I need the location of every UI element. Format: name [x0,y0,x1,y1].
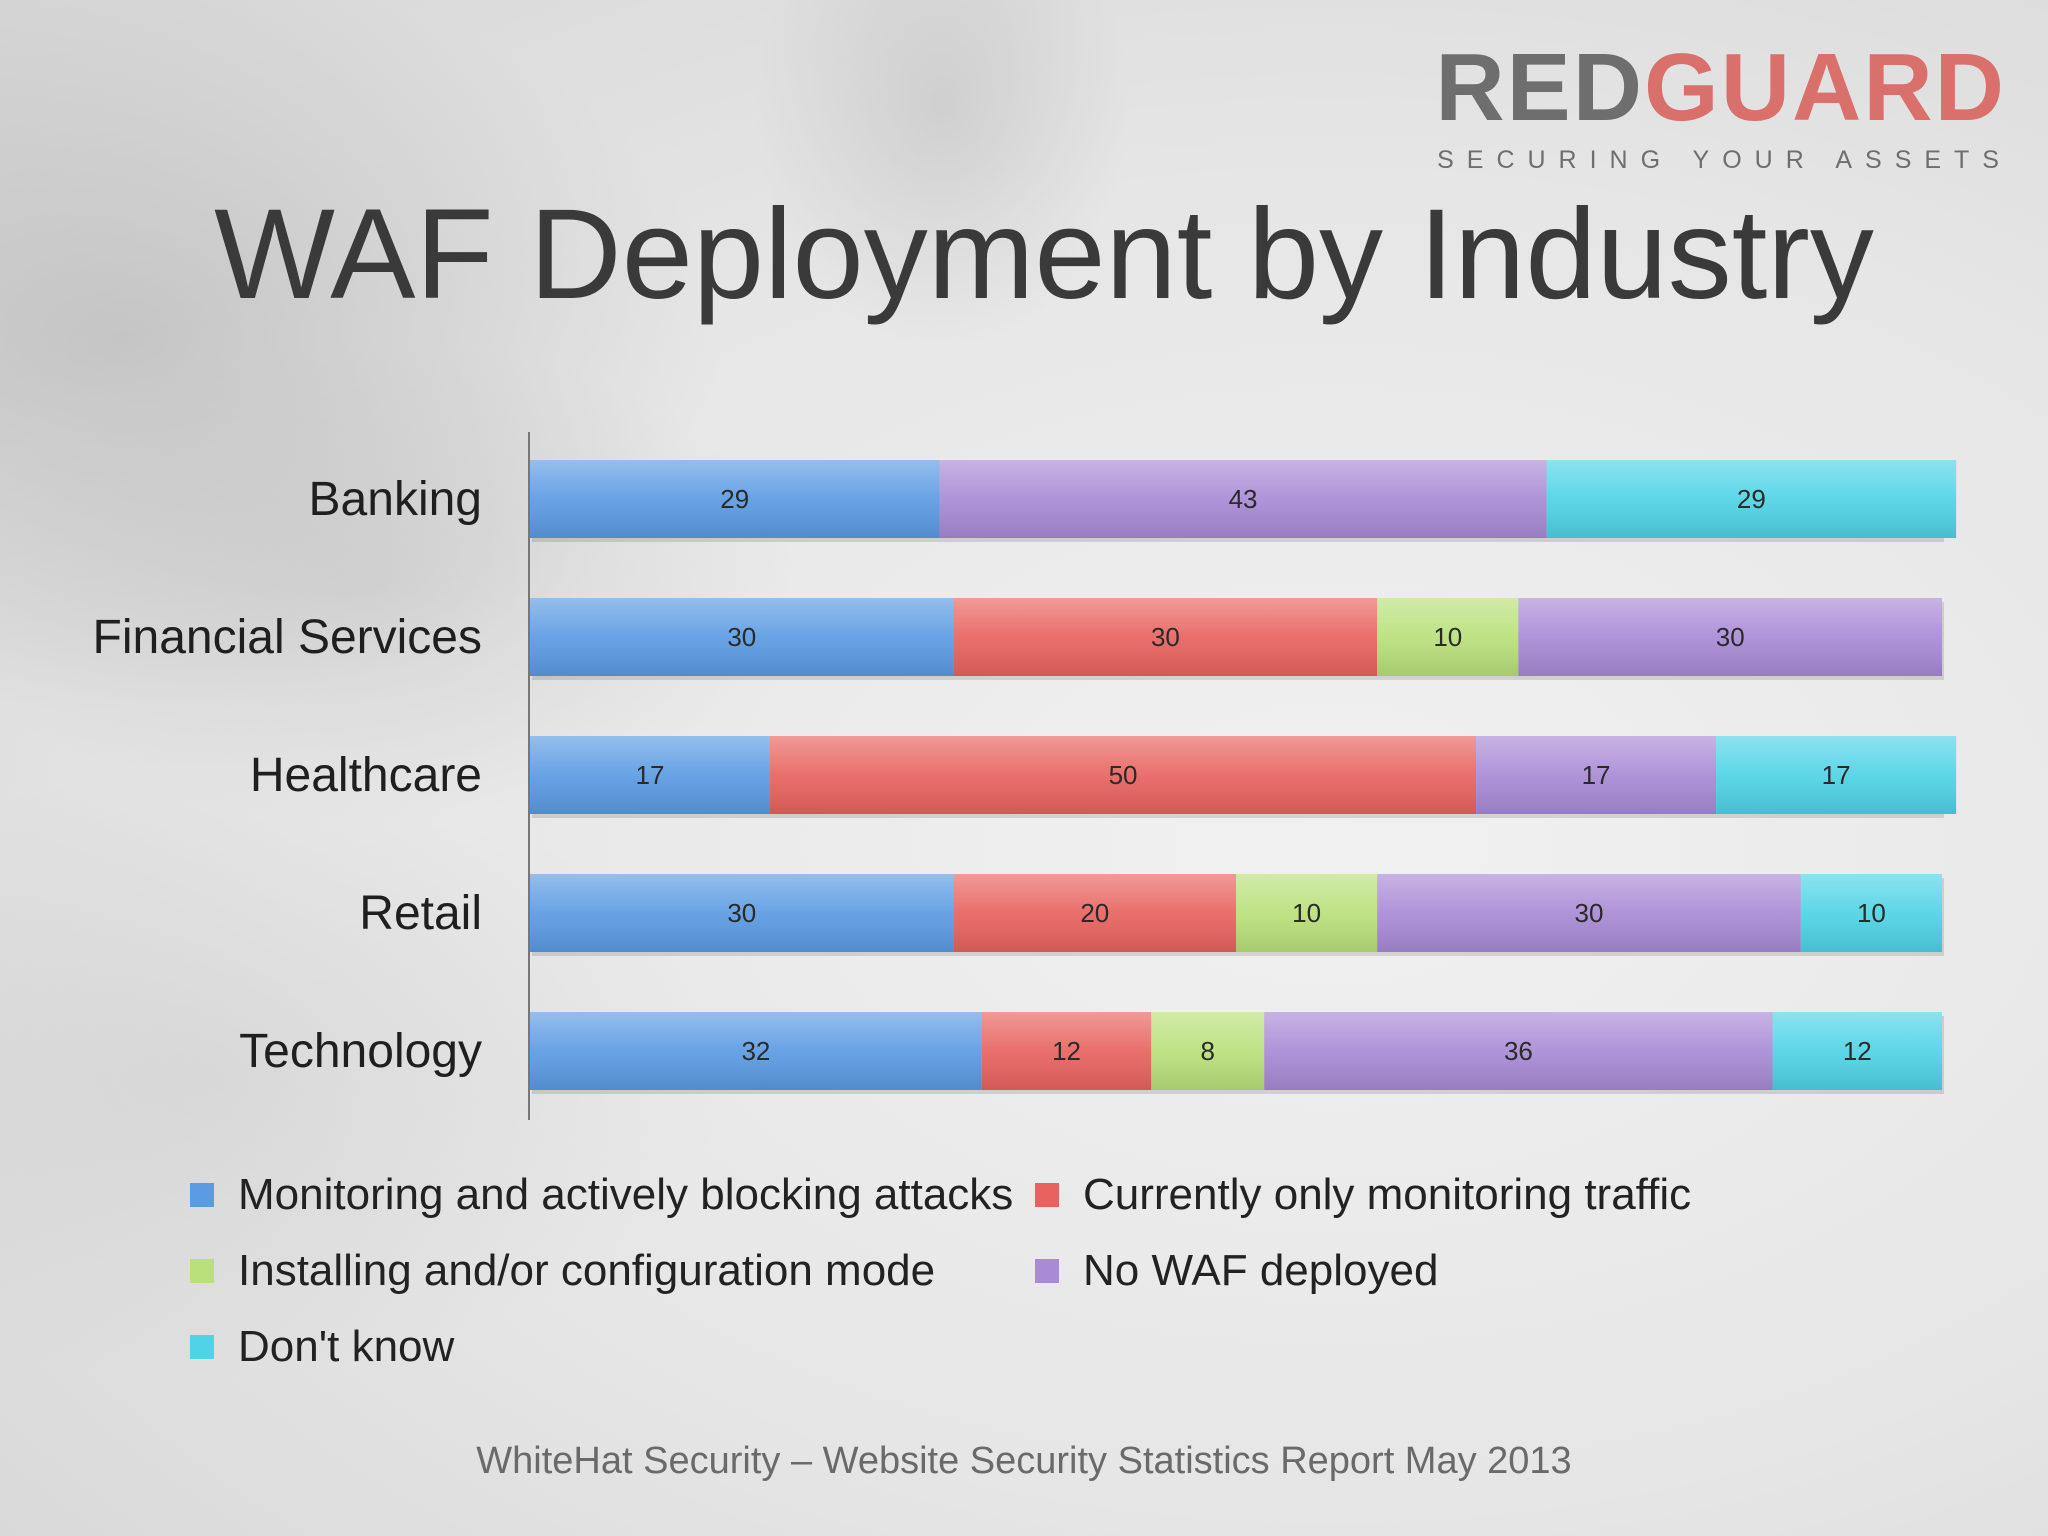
bar-value-label: 10 [1433,622,1462,652]
bar-value-label: 12 [1052,1036,1081,1066]
bar-gloss [1546,460,1957,538]
bar-gloss [1518,598,1942,676]
source-footer: WhiteHat Security – Website Security Sta… [476,1440,1572,1482]
bar-gloss [1476,736,1717,814]
bar-value-label: 43 [1229,484,1258,514]
category-label: Technology [239,1025,482,1078]
bar-gloss [1800,874,1942,952]
bar-gloss [939,460,1547,538]
logo-word-part1: RED [1435,34,1645,141]
bar-value-label: 20 [1080,898,1109,928]
legend-item: Installing and/or configuration mode [190,1246,935,1296]
bar-value-label: 8 [1201,1036,1215,1066]
bar-gloss [953,874,1236,952]
legend-swatch [190,1259,214,1283]
bar-gloss [530,736,771,814]
bar-gloss [1264,1012,1773,1090]
bar-gloss [530,1012,982,1090]
bar-value-label: 10 [1292,898,1321,928]
bar-gloss [1236,874,1378,952]
bar-value-label: 36 [1504,1036,1533,1066]
legend-label: Installing and/or configuration mode [238,1246,936,1295]
category-label: Financial Services [93,611,482,664]
chart-legend: Monitoring and actively blocking attacks… [190,1170,1790,1410]
bar-gloss [1772,1012,1942,1090]
bar-value-label: 30 [727,622,756,652]
bar-value-label: 29 [1737,484,1766,514]
legend-swatch [1035,1183,1059,1207]
legend-label: Currently only monitoring traffic [1083,1170,1692,1219]
category-label: Retail [359,887,482,940]
bar-gloss [1377,874,1801,952]
bar-gloss [530,874,954,952]
logo-word-part2: GUARD [1644,34,2006,141]
bar-value-label: 30 [1575,898,1604,928]
bar-value-label: 17 [1822,760,1851,790]
bar-value-label: 50 [1109,760,1138,790]
legend-item: Don't know [190,1322,454,1372]
category-label: Banking [309,473,482,526]
bar-value-label: 12 [1843,1036,1872,1066]
bar-gloss [1151,1012,1265,1090]
legend-swatch [190,1335,214,1359]
legend-label: Monitoring and actively blocking attacks [238,1170,1014,1219]
legend-item: Currently only monitoring traffic [1035,1170,1691,1220]
legend-item: No WAF deployed [1035,1246,1438,1296]
bar-value-label: 30 [1716,622,1745,652]
legend-swatch [190,1183,214,1207]
bar-gloss [1716,736,1957,814]
bar-value-label: 32 [741,1036,770,1066]
category-label: Healthcare [250,749,482,802]
logo-wordmark: REDGUARD [1435,40,2006,136]
redguard-logo: REDGUARD SECURING YOUR ASSETS [1435,40,2006,175]
legend-label: No WAF deployed [1083,1246,1439,1295]
bar-gloss [953,598,1378,676]
bar-value-label: 30 [727,898,756,928]
bar-gloss [530,460,940,538]
logo-tagline: SECURING YOUR ASSETS [1437,146,2012,174]
bar-value-label: 29 [720,484,749,514]
bar-value-label: 17 [1582,760,1611,790]
bar-gloss [981,1012,1152,1090]
legend-item: Monitoring and actively blocking attacks [190,1170,1013,1220]
bar-gloss [530,598,954,676]
bar-value-label: 17 [636,760,665,790]
legend-label: Don't know [238,1322,455,1371]
legend-swatch [1035,1259,1059,1283]
slide-title: WAF Deployment by Industry [214,183,1874,326]
bar-value-label: 30 [1151,622,1180,652]
stacked-bar-chart: Banking 29 43 29 Financial Services 30 30 10 30 H… [93,432,1957,1120]
bar-gloss [1377,598,1519,676]
bar-value-label: 10 [1857,898,1886,928]
bar-gloss [770,736,1477,814]
